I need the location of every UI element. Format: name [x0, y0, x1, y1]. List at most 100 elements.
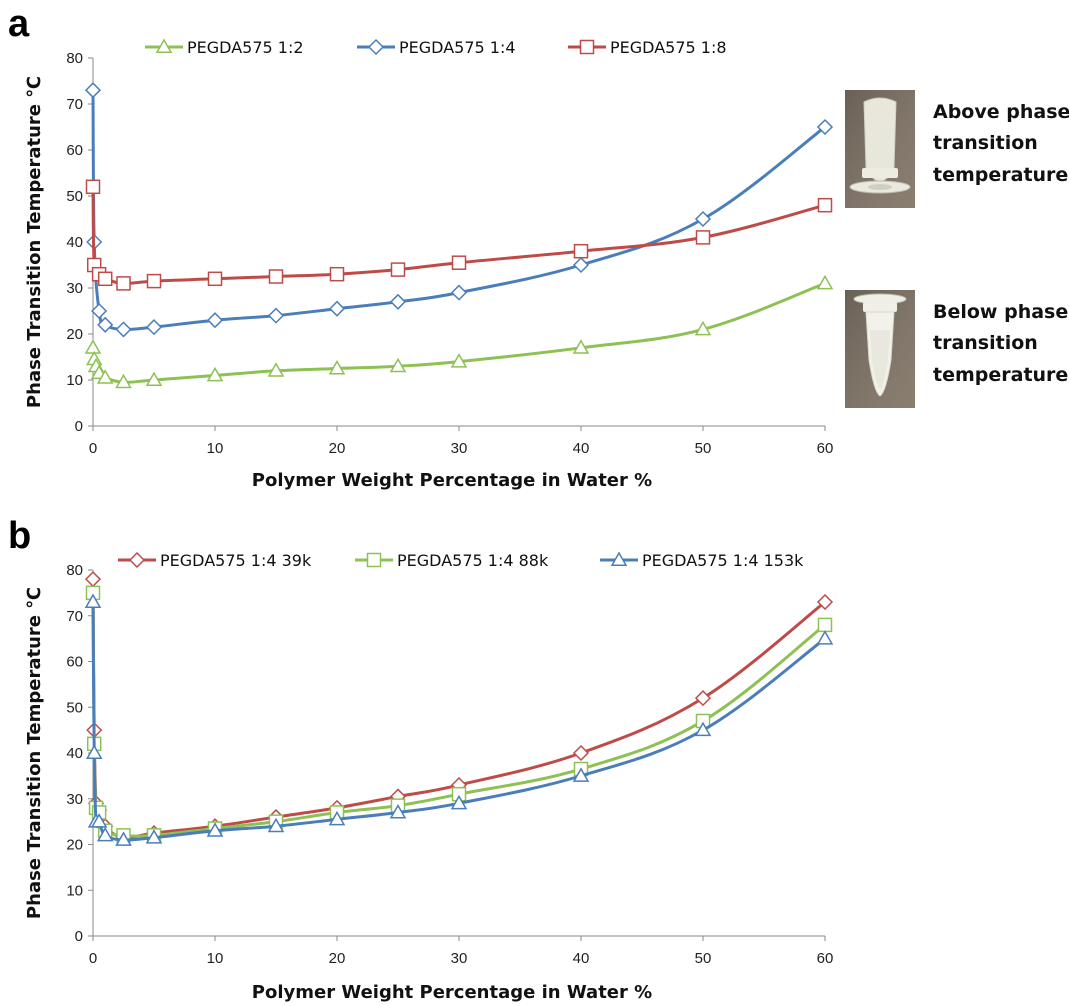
y-tick-label: 30: [66, 791, 83, 808]
data-point: [91, 302, 108, 320]
panel-a-y-axis-title: Phase Transition Temperature ℃: [24, 76, 45, 408]
x-tick-label: 50: [695, 440, 712, 457]
x-tick-label: 60: [817, 440, 834, 457]
x-tick-label: 30: [451, 950, 468, 967]
data-point: [390, 262, 406, 277]
x-tick-label: 40: [573, 950, 590, 967]
x-tick-label: 20: [329, 440, 346, 457]
data-point: [816, 593, 834, 611]
panel-a-letter: a: [8, 3, 30, 45]
y-tick-label: 80: [66, 562, 83, 579]
data-point: [206, 312, 224, 329]
data-point: [450, 794, 468, 810]
data-point: [267, 307, 285, 324]
x-tick-label: 50: [695, 950, 712, 967]
data-point: [84, 82, 102, 99]
y-tick-label: 10: [66, 882, 83, 899]
data-point: [450, 284, 468, 301]
data-point: [329, 266, 345, 282]
data-point: [85, 744, 103, 759]
x-tick-label: 0: [89, 440, 97, 457]
y-tick-label: 40: [66, 745, 83, 762]
data-point: [816, 274, 834, 290]
data-point: [84, 339, 102, 354]
y-tick-label: 30: [66, 280, 83, 297]
label-below-line3: temperature: [933, 364, 1068, 386]
data-point: [694, 690, 712, 707]
data-point: [85, 179, 101, 195]
panel-b-y-tick-labels: 0 10 20 30 40 50 60 70 80: [66, 562, 93, 945]
x-tick-label: 10: [207, 950, 224, 967]
y-tick-label: 50: [66, 699, 83, 716]
x-tick-label: 20: [329, 950, 346, 967]
legend-entry: PEGDA575 1:4 39k: [118, 551, 312, 570]
data-point: [572, 767, 590, 782]
y-tick-label: 40: [66, 234, 83, 251]
label-below-line2: transition: [933, 332, 1038, 354]
legend-marker: [366, 552, 382, 568]
panel-a-series: [84, 82, 834, 389]
y-tick-label: 80: [66, 50, 83, 67]
x-tick-label: 0: [89, 950, 97, 967]
data-point: [267, 362, 285, 377]
panel-a-legend: PEGDA575 1:2 PEGDA575 1:4 PEGDA575 1:8: [145, 38, 727, 57]
legend-label: PEGDA575 1:4 88k: [397, 551, 549, 570]
legend-marker: [128, 551, 146, 569]
label-above-line1: Above phase: [933, 101, 1069, 123]
data-point: [328, 810, 346, 826]
legend-marker: [579, 39, 595, 55]
legend-entry: PEGDA575 1:4 153k: [600, 551, 804, 570]
data-point: [97, 271, 113, 287]
data-point: [145, 319, 163, 336]
y-tick-label: 10: [66, 372, 83, 389]
data-point: [572, 339, 590, 354]
legend-label: PEGDA575 1:4 39k: [160, 551, 312, 570]
data-point: [694, 721, 712, 737]
data-point: [145, 829, 163, 844]
data-point: [695, 230, 711, 245]
data-point: [328, 359, 346, 375]
legend-label: PEGDA575 1:8: [610, 38, 727, 57]
label-above-line2: transition: [933, 132, 1038, 154]
data-point: [694, 210, 712, 228]
panel-a-y-tick-labels: 0 10 20 30 40 50 60 70 80: [66, 50, 93, 435]
legend-label: PEGDA575 1:4 153k: [642, 551, 804, 570]
legend-marker: [610, 551, 628, 566]
data-point: [206, 366, 224, 382]
data-point: [389, 293, 407, 310]
y-tick-label: 20: [66, 837, 83, 854]
series-3: [84, 593, 834, 846]
data-point: [817, 197, 833, 213]
panel-b-letter: b: [8, 515, 31, 557]
x-tick-label: 60: [817, 950, 834, 967]
data-point: [268, 269, 284, 284]
data-point: [694, 320, 712, 336]
data-point: [816, 630, 834, 645]
data-point: [84, 571, 102, 588]
label-above-line3: temperature: [933, 164, 1068, 186]
data-point: [328, 300, 346, 317]
data-point: [115, 373, 132, 389]
data-point: [96, 369, 114, 384]
data-point: [450, 353, 468, 368]
panel-b-series: [84, 571, 834, 846]
data-point: [90, 813, 108, 828]
y-tick-label: 70: [66, 96, 83, 113]
y-tick-label: 0: [75, 928, 83, 945]
data-point: [206, 822, 224, 837]
panel-b: b 0 10 20 30 40 50 60 70 80 0 10 20 30 40 50 60 PEGDA5…: [8, 515, 833, 1003]
panel-b-y-axis-title: Phase Transition Temperature ℃: [24, 587, 45, 919]
x-tick-label: 10: [207, 440, 224, 457]
legend-entry: PEGDA575 1:4: [357, 38, 516, 57]
data-point: [116, 276, 131, 291]
panel-a-x-tick-labels: 0 10 20 30 40 50 60: [89, 426, 834, 457]
data-point: [816, 118, 834, 136]
legend-marker: [155, 38, 173, 53]
y-tick-label: 20: [66, 326, 83, 343]
x-tick-label: 40: [573, 440, 590, 457]
data-point: [389, 803, 407, 819]
panel-b-x-axis-title: Polymer Weight Percentage in Water %: [252, 982, 652, 1003]
legend-label: PEGDA575 1:4: [399, 38, 516, 57]
data-point: [97, 316, 114, 333]
